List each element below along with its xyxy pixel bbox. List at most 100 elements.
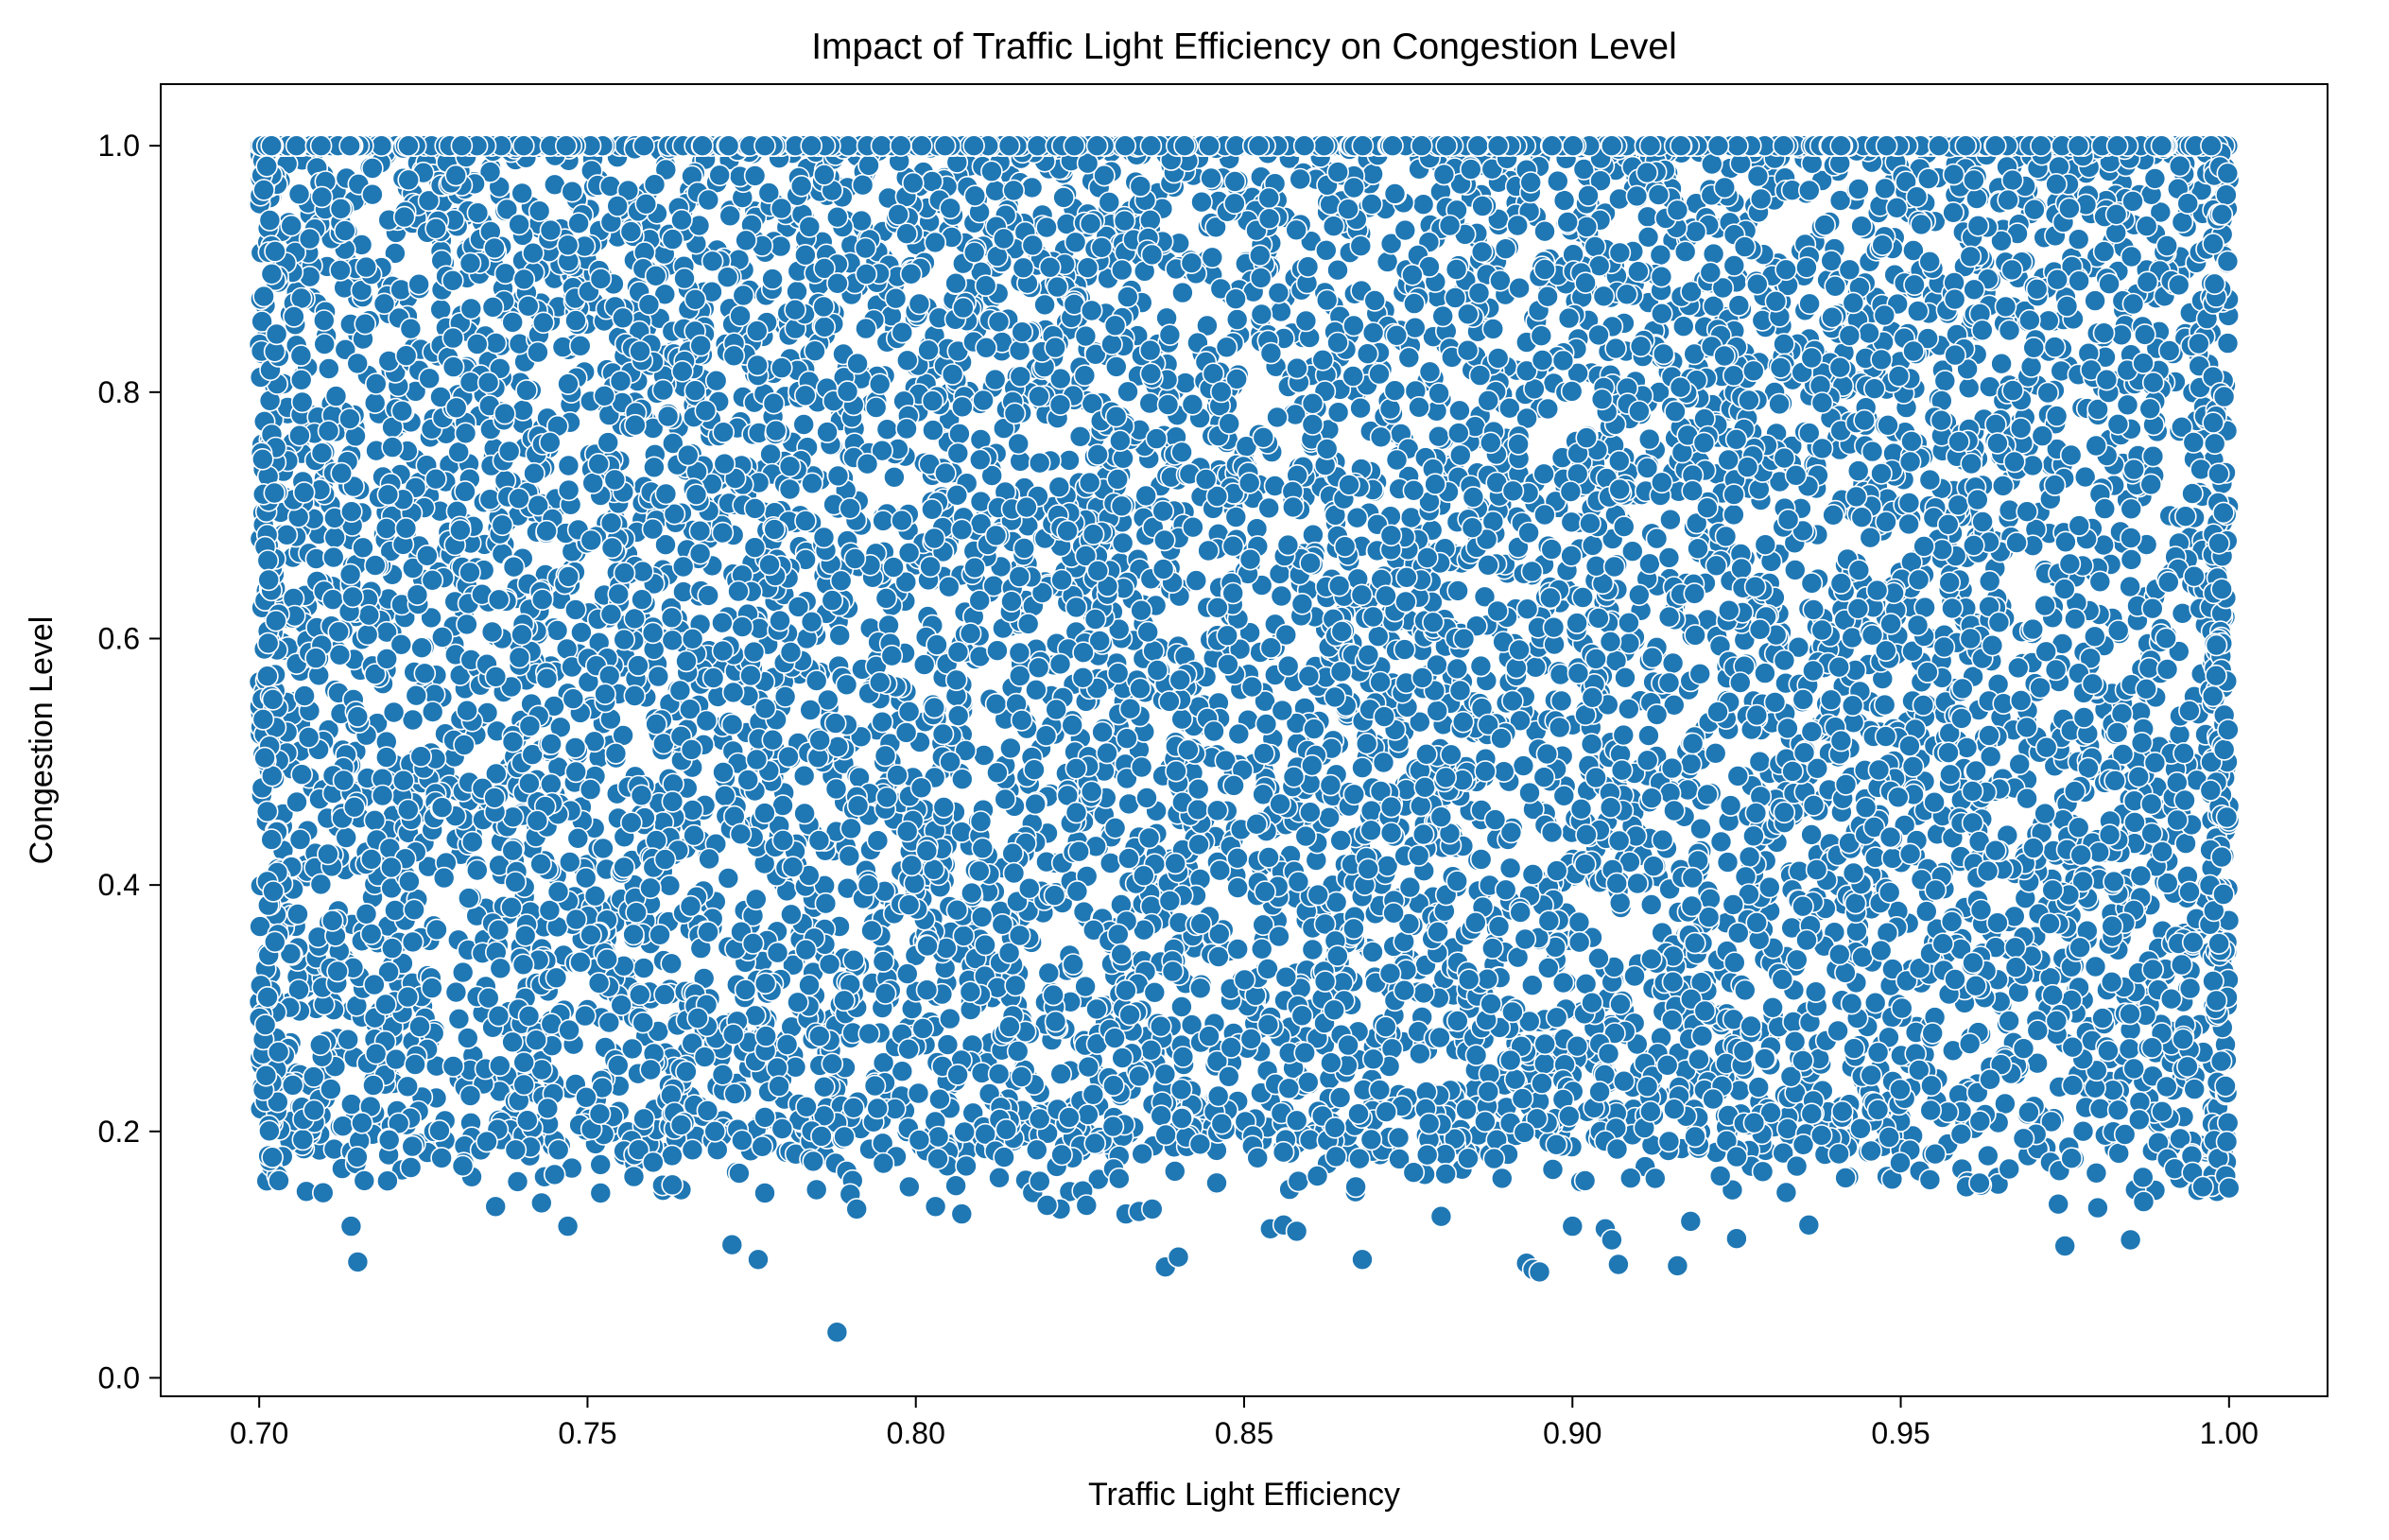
scatter-point	[1637, 724, 1660, 747]
scatter-point	[2174, 832, 2197, 856]
scatter-point	[1142, 639, 1165, 663]
scatter-point	[1376, 251, 1399, 273]
scatter-point	[1978, 724, 2000, 747]
scatter-point	[1863, 991, 1887, 1014]
scatter-point	[1226, 876, 1249, 899]
scatter-point	[1845, 920, 1868, 943]
scatter-point	[1188, 977, 1212, 1000]
scatter-point	[1659, 508, 1682, 531]
scatter-point	[884, 286, 908, 310]
scatter-point	[872, 950, 895, 973]
scatter-point	[883, 465, 906, 489]
scatter-point	[1664, 400, 1687, 424]
scatter-point	[1651, 302, 1673, 325]
scatter-point	[660, 606, 684, 630]
scatter-point	[775, 1033, 799, 1056]
scatter-point	[1033, 293, 1056, 317]
scatter-point	[948, 423, 971, 445]
scatter-point	[824, 777, 848, 801]
scatter-point	[1361, 941, 1384, 963]
scatter-point	[1798, 292, 1821, 316]
scatter-point	[1994, 1092, 2017, 1116]
scatter-point	[732, 284, 755, 307]
scatter-point	[1494, 878, 1517, 902]
scatter-point	[1870, 462, 1893, 485]
scatter-point	[816, 421, 839, 443]
scatter-point	[945, 483, 969, 507]
scatter-point	[297, 726, 320, 749]
scatter-point	[1560, 510, 1584, 534]
scatter-point	[481, 296, 505, 319]
scatter-point	[2036, 381, 2059, 405]
scatter-point	[597, 1011, 621, 1034]
scatter-point	[759, 442, 782, 466]
scatter-point	[1020, 176, 1044, 199]
scatter-point	[1822, 503, 1844, 527]
scatter-point	[1328, 1086, 1352, 1109]
scatter-point	[1933, 370, 1957, 392]
scatter-point	[1726, 765, 1750, 787]
scatter-point	[1099, 852, 1122, 874]
scatter-point	[1487, 915, 1511, 938]
scatter-point	[1918, 468, 1942, 492]
scatter-point	[405, 683, 428, 707]
plot-area	[160, 83, 2328, 1397]
scatter-point	[1431, 304, 1454, 328]
scatter-point	[786, 280, 808, 303]
scatter-point	[1623, 964, 1646, 988]
scatter-point	[1571, 586, 1594, 609]
scatter-point	[401, 708, 424, 732]
scatter-point	[1754, 662, 1776, 684]
scatter-point	[2019, 355, 2043, 378]
scatter-point	[661, 1144, 684, 1168]
scatter-point	[604, 742, 628, 765]
scatter-point	[1824, 274, 1846, 298]
scatter-point	[743, 536, 767, 560]
scatter-point	[1049, 1063, 1072, 1085]
scatter-point	[632, 957, 655, 979]
scatter-point	[1860, 1064, 1882, 1087]
scatter-point	[1428, 382, 1450, 405]
scatter-point	[1410, 794, 1432, 818]
scatter-point	[1512, 754, 1535, 777]
scatter-point	[1859, 526, 1882, 549]
scatter-point	[1649, 243, 1672, 267]
scatter-point	[1826, 1019, 1849, 1043]
scatter-point	[973, 744, 995, 767]
scatter-point	[1464, 910, 1487, 934]
scatter-point	[447, 441, 471, 464]
scatter-point	[429, 298, 453, 321]
scatter-point	[1456, 338, 1480, 362]
scatter-point	[1716, 851, 1740, 874]
scatter-point	[1719, 794, 1742, 817]
scatter-point	[1942, 163, 1965, 186]
scatter-point	[661, 790, 684, 813]
scatter-point	[2077, 756, 2100, 780]
scatter-point	[792, 764, 816, 787]
scatter-point	[570, 621, 593, 644]
scatter-point	[1942, 201, 1965, 224]
scatter-point	[1540, 538, 1563, 561]
scatter-point	[1584, 235, 1606, 258]
scatter-point	[1136, 620, 1159, 644]
scatter-point	[835, 673, 858, 697]
scatter-point	[792, 413, 816, 436]
scatter-point	[1481, 318, 1505, 340]
scatter-point	[807, 829, 831, 852]
scatter-point	[1748, 750, 1772, 773]
scatter-point	[1521, 863, 1545, 886]
scatter-point	[1688, 662, 1711, 685]
scatter-point	[1547, 169, 1569, 193]
scatter-point	[382, 701, 406, 724]
scatter-point	[456, 613, 478, 636]
scatter-point	[1131, 1142, 1153, 1166]
scatter-point	[1900, 430, 1923, 453]
scatter-point	[2155, 234, 2178, 257]
scatter-point	[1411, 193, 1435, 216]
scatter-point	[456, 1027, 479, 1049]
scatter-point	[793, 802, 816, 825]
data-points	[248, 134, 2241, 1343]
scatter-point	[1428, 424, 1450, 448]
